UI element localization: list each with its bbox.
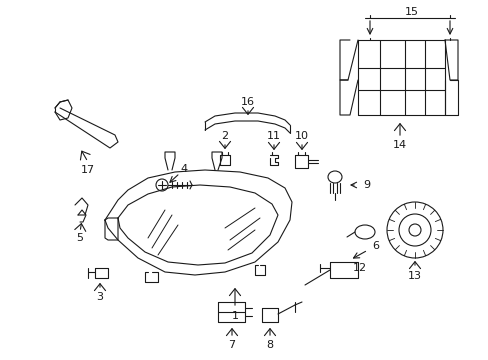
Text: 17: 17 — [81, 165, 95, 175]
Text: 6: 6 — [371, 241, 378, 251]
Text: 8: 8 — [266, 340, 273, 350]
Text: 15: 15 — [404, 7, 418, 17]
Text: 13: 13 — [407, 271, 421, 281]
Text: 9: 9 — [362, 180, 369, 190]
Text: 12: 12 — [352, 263, 366, 273]
Text: 1: 1 — [231, 311, 238, 321]
Text: 11: 11 — [266, 131, 281, 141]
Text: 4: 4 — [180, 164, 187, 174]
Text: 2: 2 — [221, 131, 228, 141]
Text: 3: 3 — [96, 292, 103, 302]
Text: 14: 14 — [392, 140, 406, 150]
Text: 5: 5 — [76, 233, 83, 243]
Text: 7: 7 — [228, 340, 235, 350]
Text: 10: 10 — [294, 131, 308, 141]
Text: 16: 16 — [241, 97, 254, 107]
